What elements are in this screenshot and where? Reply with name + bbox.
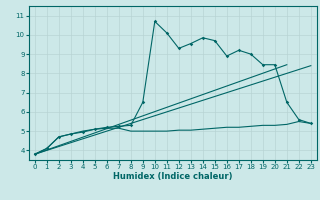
X-axis label: Humidex (Indice chaleur): Humidex (Indice chaleur) — [113, 172, 233, 181]
